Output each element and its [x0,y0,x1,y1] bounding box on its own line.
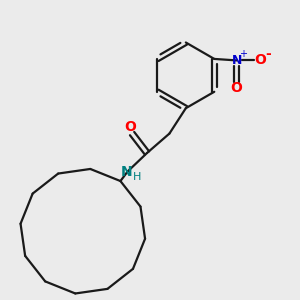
Text: N: N [121,165,133,179]
Text: O: O [254,53,266,68]
Text: -: - [265,47,271,61]
Text: H: H [133,172,141,182]
Text: O: O [125,120,136,134]
Text: N: N [232,54,242,67]
Text: +: + [239,49,247,59]
Text: O: O [231,82,243,95]
